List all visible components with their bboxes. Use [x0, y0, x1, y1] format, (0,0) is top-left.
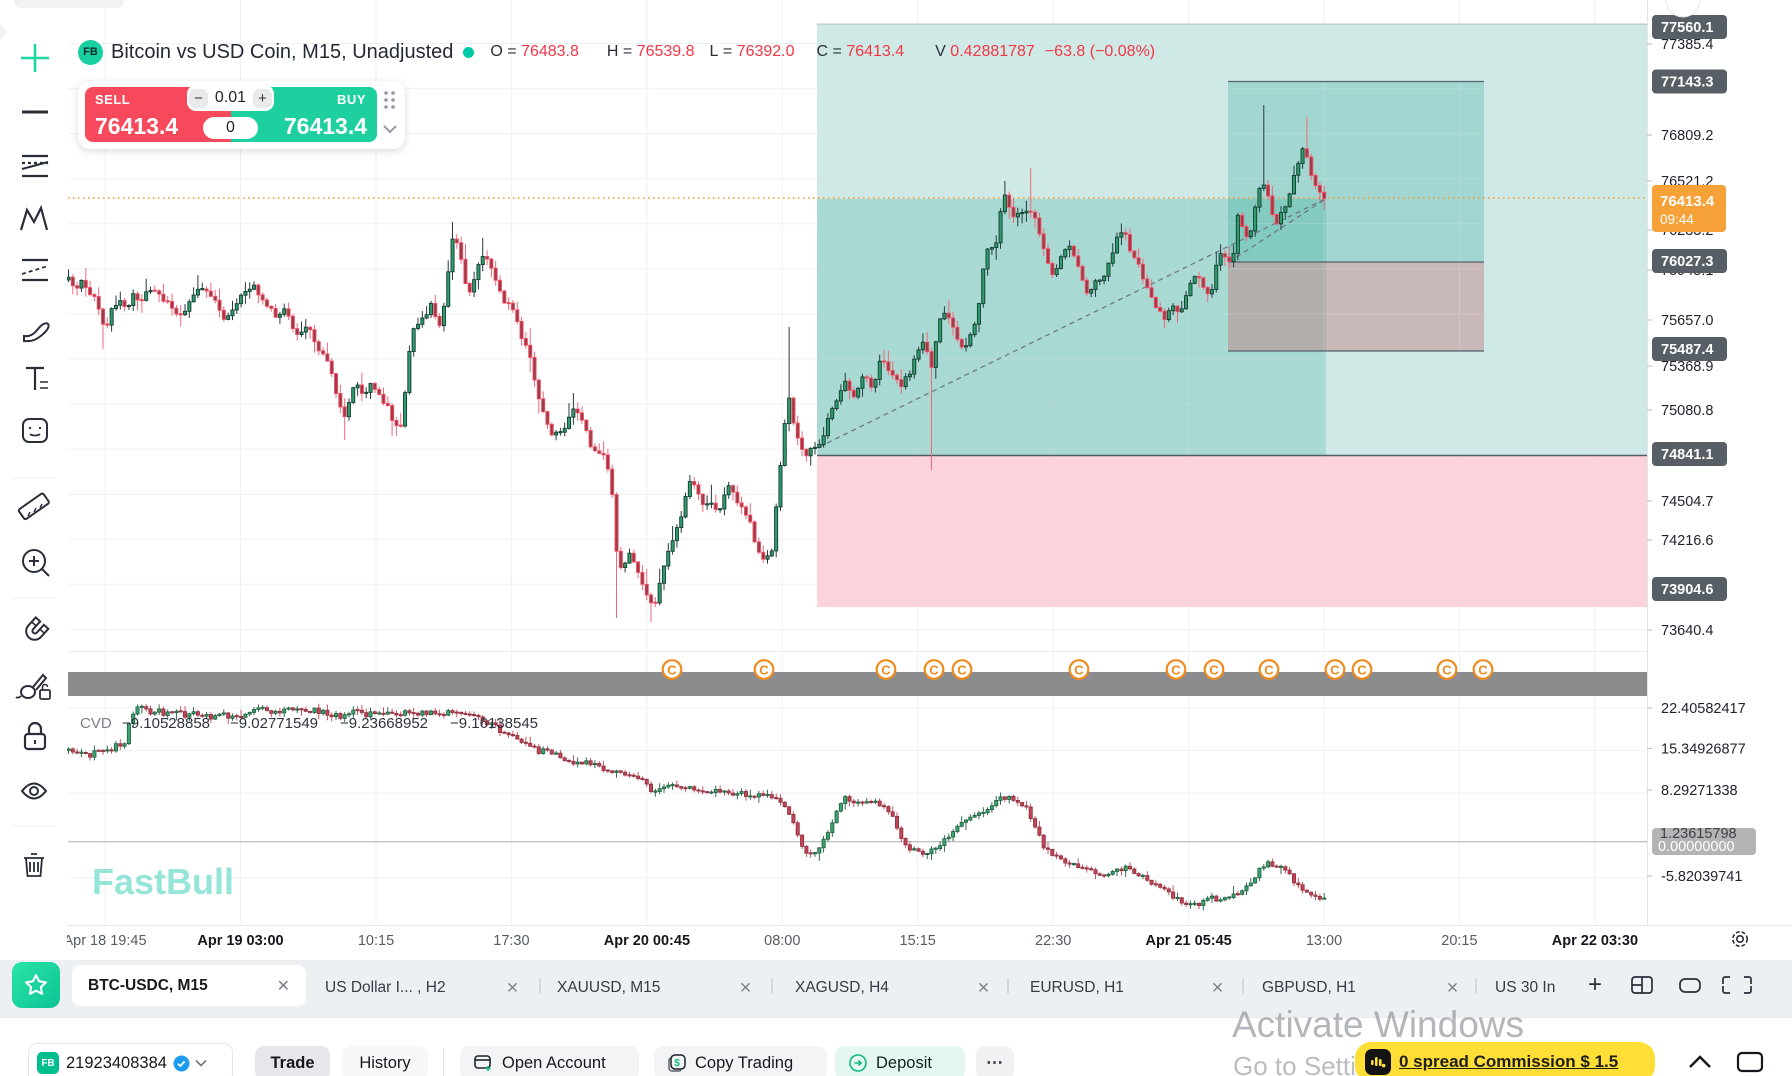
svg-text:74216.6: 74216.6: [1661, 533, 1713, 549]
svg-text:20:15: 20:15: [1441, 933, 1477, 949]
svg-text:75487.4: 75487.4: [1661, 342, 1713, 358]
svg-text:Apr 18 19:45: Apr 18 19:45: [63, 933, 146, 949]
svg-text:76027.3: 76027.3: [1661, 254, 1713, 270]
svg-text:74504.7: 74504.7: [1661, 494, 1713, 510]
svg-text:73904.6: 73904.6: [1661, 582, 1713, 598]
svg-text:Apr 21 05:45: Apr 21 05:45: [1145, 933, 1231, 949]
svg-text:1.23615798: 1.23615798: [1660, 826, 1737, 842]
svg-text:13:00: 13:00: [1306, 933, 1342, 949]
svg-text:C: C: [1264, 663, 1274, 678]
svg-text:15:15: 15:15: [900, 933, 936, 949]
svg-text:-5.82039741: -5.82039741: [1661, 869, 1742, 885]
svg-text:$: $: [674, 1058, 680, 1069]
svg-text:−9.23668952: −9.23668952: [340, 715, 428, 732]
svg-text:C: C: [1478, 663, 1488, 678]
svg-text:22:30: 22:30: [1035, 933, 1071, 949]
svg-text:C: C: [1330, 663, 1340, 678]
svg-text:C: C: [881, 663, 891, 678]
svg-text:Apr 19 03:00: Apr 19 03:00: [197, 933, 283, 949]
svg-text:Apr 20 00:45: Apr 20 00:45: [604, 933, 690, 949]
svg-text:09:44: 09:44: [1660, 212, 1694, 227]
svg-text:74841.1: 74841.1: [1661, 447, 1713, 463]
svg-text:C: C: [929, 663, 939, 678]
svg-text:77385.4: 77385.4: [1661, 37, 1713, 53]
svg-text:8.29271338: 8.29271338: [1661, 783, 1738, 799]
svg-text:Apr 22 03:30: Apr 22 03:30: [1552, 933, 1638, 949]
svg-text:75080.8: 75080.8: [1661, 403, 1713, 419]
svg-text:−9.16138545: −9.16138545: [450, 715, 538, 732]
svg-text:CVD: CVD: [80, 715, 112, 732]
svg-text:C: C: [1209, 663, 1219, 678]
svg-text:FastBull: FastBull: [92, 861, 234, 902]
svg-text:C: C: [957, 663, 967, 678]
svg-text:0.00000000: 0.00000000: [1658, 839, 1735, 855]
svg-text:77560.1: 77560.1: [1661, 20, 1713, 36]
svg-text:C: C: [1357, 663, 1367, 678]
svg-text:76809.2: 76809.2: [1661, 128, 1713, 144]
svg-text:C: C: [1442, 663, 1452, 678]
svg-text:C: C: [667, 663, 677, 678]
svg-text:−9.02771549: −9.02771549: [230, 715, 318, 732]
svg-text:C: C: [759, 663, 769, 678]
svg-text:17:30: 17:30: [493, 933, 529, 949]
svg-text:22.40582417: 22.40582417: [1661, 701, 1746, 717]
svg-text:76413.4: 76413.4: [1660, 193, 1715, 210]
svg-text:C: C: [1074, 663, 1084, 678]
svg-text:08:00: 08:00: [764, 933, 800, 949]
svg-text:75657.0: 75657.0: [1661, 313, 1713, 329]
svg-text:75368.9: 75368.9: [1661, 359, 1713, 375]
svg-text:77143.3: 77143.3: [1661, 75, 1713, 91]
svg-text:73640.4: 73640.4: [1661, 623, 1713, 639]
svg-text:15.34926877: 15.34926877: [1661, 742, 1746, 758]
svg-text:10:15: 10:15: [358, 933, 394, 949]
svg-text:−9.10528858: −9.10528858: [122, 715, 210, 732]
svg-text:C: C: [1171, 663, 1181, 678]
